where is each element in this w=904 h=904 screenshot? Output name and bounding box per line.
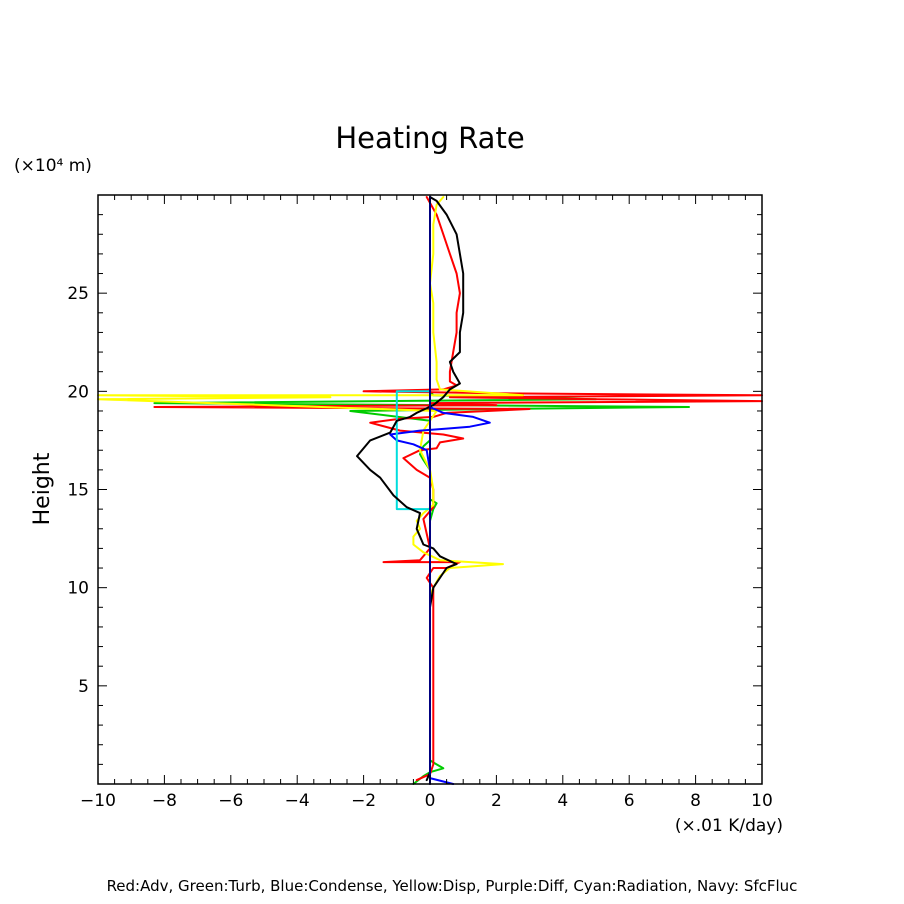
series-line-condense: [389, 196, 491, 785]
series-line-turb: [153, 196, 690, 785]
x-tick-label: −10: [80, 791, 116, 811]
x-tick-label: −6: [218, 791, 243, 811]
x-tick-label: −4: [285, 791, 310, 811]
y-tick-label: 15: [67, 481, 89, 501]
axes-layer: −10 −8 −6 −4 −2 0 2 4 6 8 10 5 10 15 20 25: [67, 194, 773, 811]
x-tick-label: 6: [624, 791, 635, 811]
series-layer: [97, 196, 763, 785]
x-tick-label: 0: [425, 791, 436, 811]
x-tick-label: −2: [351, 791, 376, 811]
x-tick-label: 2: [491, 791, 502, 811]
y-axis-label: Height: [30, 452, 55, 525]
series-line-disp: [97, 196, 524, 597]
legend-text: Red:Adv, Green:Turb, Blue:Condense, Yell…: [107, 877, 798, 895]
x-tick-label: 8: [690, 791, 701, 811]
series-line-total: [356, 196, 465, 782]
y-tick-label: 5: [78, 677, 89, 697]
chart-title: Heating Rate: [335, 121, 524, 155]
y-tick-label: 25: [67, 284, 89, 304]
series-line-adv: [153, 196, 763, 782]
x-tick-label: 10: [751, 791, 773, 811]
x-unit-label: (×.01 K/day): [675, 816, 783, 836]
x-tick-label: −8: [152, 791, 177, 811]
y-tick-label: 20: [67, 382, 89, 402]
x-tick-label: 4: [557, 791, 568, 811]
y-unit-label: (×10⁴ m): [14, 156, 92, 176]
y-tick-label: 10: [67, 579, 89, 599]
